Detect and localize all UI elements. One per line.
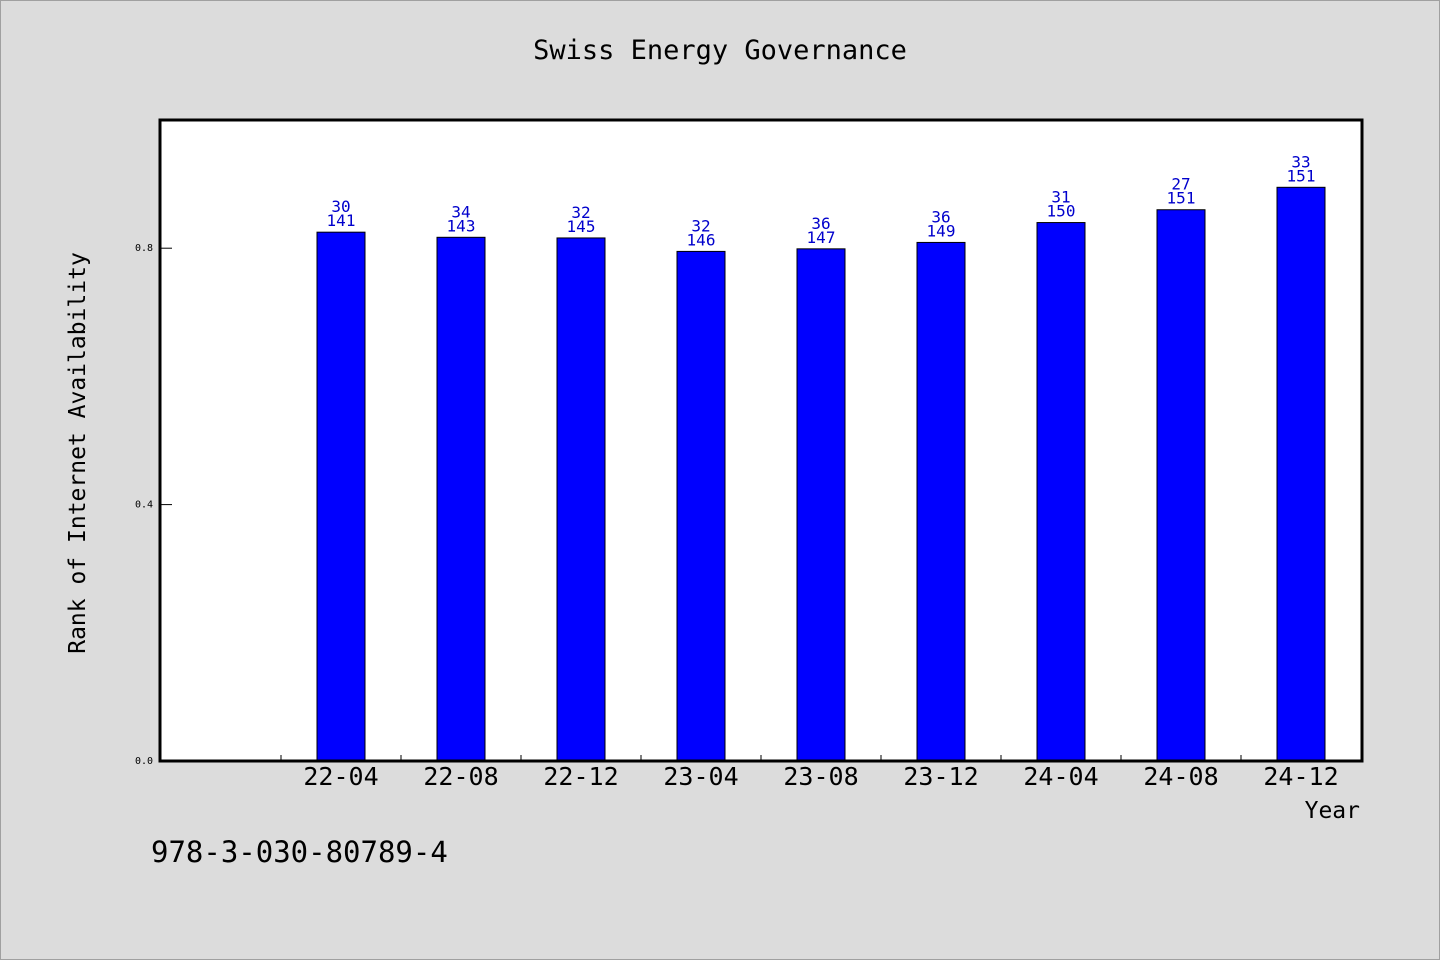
x-tick-label: 22-04 (303, 762, 378, 791)
bar-24-04 (1036, 222, 1086, 762)
isbn-label: 978-3-030-80789-4 (151, 835, 448, 869)
bar-label-upper: 32 (691, 216, 710, 235)
bar-label-upper: 34 (451, 202, 470, 221)
bar-label-upper: 31 (1051, 188, 1070, 207)
y-tick-label: 0.8 (135, 243, 153, 254)
bar-22-04 (316, 231, 366, 762)
x-tick-label: 22-12 (543, 762, 618, 791)
plot-frame (158, 118, 1364, 763)
chart-title: Swiss Energy Governance (533, 35, 907, 66)
bar-label-upper: 32 (571, 203, 590, 222)
x-tick-label: 24-12 (1263, 762, 1338, 791)
x-tick-label: 23-12 (903, 762, 978, 791)
bar-label-upper: 30 (331, 197, 350, 216)
x-tick-label: 23-08 (783, 762, 858, 791)
bar-label-lower: 147 (807, 228, 836, 247)
bar-label-upper: 36 (931, 207, 950, 226)
y-tick-label: 0.4 (135, 500, 153, 511)
bar-label-lower: 141 (327, 211, 356, 230)
bar-24-12 (1276, 186, 1326, 762)
bar-label-lower: 143 (447, 216, 476, 235)
x-tick-label: 24-08 (1143, 762, 1218, 791)
y-tick-label: 0.0 (135, 756, 153, 767)
bar-22-08 (436, 236, 486, 762)
bar-23-08 (796, 248, 846, 762)
bar-label-lower: 145 (567, 217, 596, 236)
bar-label-lower: 150 (1047, 202, 1076, 221)
bar-23-04 (676, 250, 726, 762)
x-tick-label: 24-04 (1023, 762, 1098, 791)
y-axis-label: Rank of Internet Availability (65, 252, 91, 654)
bar-label-lower: 146 (687, 230, 716, 249)
bar-label-lower: 151 (1167, 189, 1196, 208)
bar-label-lower: 149 (927, 221, 956, 240)
bar-label-upper: 36 (811, 214, 830, 233)
bar-23-12 (916, 241, 966, 762)
bar-24-08 (1156, 209, 1206, 762)
bar-label-upper: 33 (1291, 152, 1310, 171)
x-tick-label: 23-04 (663, 762, 738, 791)
x-tick-label: 22-08 (423, 762, 498, 791)
bar-label-lower: 151 (1287, 166, 1316, 185)
x-axis-label: Year (1305, 798, 1360, 824)
bar-label-upper: 27 (1171, 175, 1190, 194)
bar-22-12 (556, 237, 606, 762)
